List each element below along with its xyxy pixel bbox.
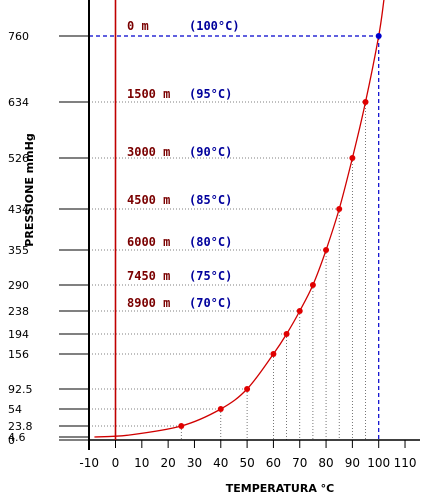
- x-tick-label: 100: [367, 456, 390, 470]
- data-point: [270, 351, 277, 357]
- altitude-label: 0 m: [127, 19, 149, 33]
- x-tick-label: 90: [345, 456, 360, 470]
- x-tick-label: 30: [187, 456, 202, 470]
- altitude-annotations: 0 m (100°C) 1500 m (95°C) 3000 m (90°C) 4500 m…: [127, 19, 240, 310]
- y-tick-label: 194: [8, 328, 29, 341]
- altitude-label: 6000 m: [127, 235, 170, 249]
- y-tick-labels: 04.623.8 54 92.5 156 194 238 290 355 434 526 634 76…: [8, 30, 33, 447]
- y-tick-label: 0: [8, 434, 15, 447]
- y-tick-label: 54: [8, 403, 22, 416]
- x-tick-label: 10: [134, 456, 149, 470]
- boiling-temperature-label: (75°C): [189, 269, 232, 283]
- y-tick-label: 355: [8, 244, 29, 257]
- data-point: [349, 155, 356, 161]
- y-tick-label: 526: [8, 152, 29, 165]
- altitude-label: 8900 m: [127, 296, 170, 310]
- data-point: [244, 386, 251, 392]
- y-tick-label: 434: [8, 203, 29, 216]
- boiling-point-marker: [375, 33, 382, 39]
- y-tick-label: 634: [8, 96, 29, 109]
- vapor-pressure-curve: [94, 0, 385, 438]
- data-point: [283, 331, 290, 337]
- boiling-temperature-label: (100°C): [189, 19, 240, 33]
- x-tick-label: 110: [394, 456, 417, 470]
- data-point: [309, 282, 316, 288]
- data-point: [296, 308, 303, 314]
- x-tick-label: 80: [318, 456, 333, 470]
- y-tick-label: 290: [8, 279, 29, 292]
- y-tick-label: 23.8: [8, 420, 33, 433]
- y-tick-label: 156: [8, 348, 29, 361]
- data-point: [178, 423, 185, 429]
- data-point: [336, 206, 343, 212]
- data-point: [217, 406, 224, 412]
- y-tick-label: 760: [8, 30, 29, 43]
- y-tick-label: 238: [8, 305, 29, 318]
- y-tick-label: 4.6: [8, 431, 26, 444]
- axes: [59, 0, 420, 450]
- x-axis-title: TEMPERATURA °C: [226, 482, 335, 495]
- curve-layer: [94, 0, 385, 438]
- points-layer: [178, 33, 382, 429]
- altitude-label: 3000 m: [127, 145, 170, 159]
- data-point: [323, 247, 330, 253]
- x-tick-label: 70: [292, 456, 307, 470]
- y-tick-label: 92.5: [8, 383, 33, 396]
- x-tick-label: 40: [213, 456, 228, 470]
- x-tick-label: -10: [79, 456, 99, 470]
- grid-dashes: [89, 35, 380, 440]
- x-tick-label: 0: [112, 456, 120, 470]
- altitude-label: 1500 m: [127, 87, 170, 101]
- boiling-temperature-label: (70°C): [189, 296, 232, 310]
- x-tick-label: 60: [266, 456, 281, 470]
- y-axis-title: PRESSIONE mmHg: [23, 133, 36, 246]
- boiling-temperature-label: (80°C): [189, 235, 232, 249]
- altitude-label: 4500 m: [127, 193, 170, 207]
- boiling-temperature-label: (95°C): [189, 87, 232, 101]
- boiling-temperature-label: (85°C): [189, 193, 232, 207]
- altitude-label: 7450 m: [127, 269, 170, 283]
- x-tick-label: 50: [239, 456, 254, 470]
- boiling-temperature-label: (90°C): [189, 145, 232, 159]
- x-tick-label: 20: [160, 456, 175, 470]
- x-tick-labels: -10 0 10 20 30 40 50 60 70 80 90 100 110: [79, 456, 416, 470]
- data-point: [362, 99, 369, 105]
